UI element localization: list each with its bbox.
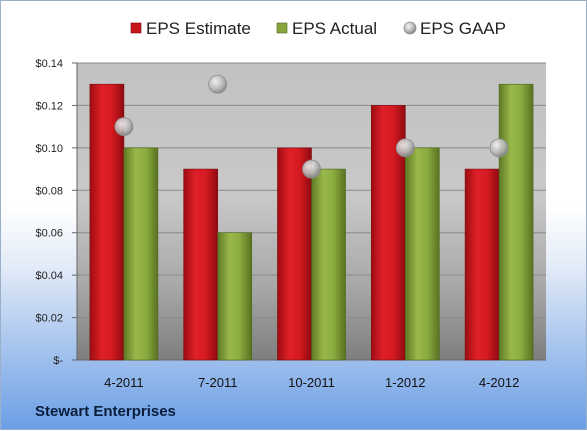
bar-eps-actual [498,83,534,361]
x-tick-label: 4-2011 [104,375,144,390]
y-tick-label: $- [53,355,63,367]
legend-label: EPS Actual [292,19,377,38]
bar-eps-estimate [277,147,312,361]
bar-eps-actual [123,147,159,361]
bar-eps-actual [217,232,252,361]
y-tick-label: $0.02 [35,313,63,325]
y-tick-label: $0.04 [35,270,63,282]
x-tick-label: 7-2011 [198,375,238,390]
marker-eps-gaap [395,138,415,158]
legend-swatch [130,22,142,34]
x-tick-label: 4-2012 [479,375,519,390]
y-tick-label: $0.12 [35,100,63,112]
bar-eps-estimate [464,168,500,361]
bar-eps-actual [311,168,346,361]
x-tick-label: 10-2011 [288,375,335,390]
legend-label: EPS Estimate [146,19,251,38]
legend-swatch [276,22,288,34]
bar-eps-actual [404,147,440,361]
legend-label: EPS GAAP [420,19,506,38]
marker-eps-gaap [302,159,321,179]
x-tick-label: 1-2012 [385,375,425,390]
marker-eps-gaap [208,74,228,94]
legend-swatch [403,21,417,35]
marker-eps-gaap [489,138,509,158]
y-tick-label: $0.06 [35,228,63,240]
y-tick-label: $0.14 [35,58,63,70]
y-tick-label: $0.08 [35,185,63,197]
bar-eps-estimate [183,168,218,361]
y-tick-label: $0.10 [35,143,63,155]
marker-eps-gaap [114,117,134,137]
company-name: Stewart Enterprises [35,403,176,420]
